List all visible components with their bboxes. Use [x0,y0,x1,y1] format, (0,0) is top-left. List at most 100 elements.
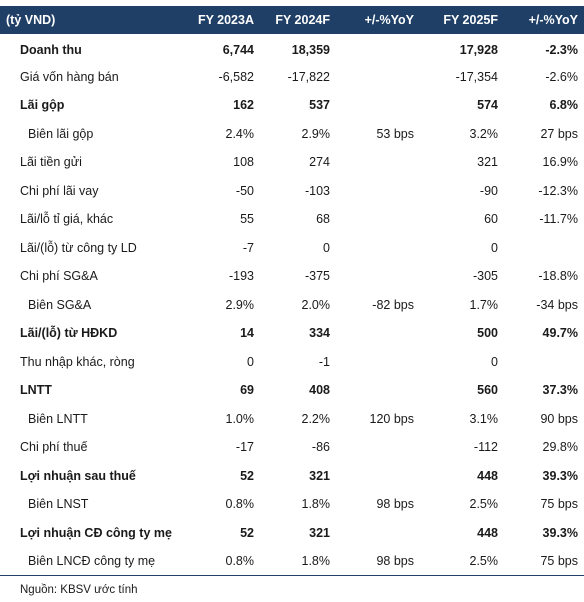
cell-fy2023a: 55 [240,212,254,227]
row-label: Lợi nhuận sau thuế [20,468,136,483]
header-col-yoy-2024: +/-%YoY [364,13,414,27]
table-row: Chi phí SG&A -193 -375 -305 -18.8% [0,262,584,291]
cell-fy2023a: 0.8% [225,497,255,512]
cell-fy2025f: 321 [477,155,498,170]
table-row: Lợi nhuận sau thuế 52 321 448 39.3% [0,462,584,491]
cell-fy2025f: 2.5% [469,554,499,568]
cell-yoy-2025 [504,234,584,263]
table-row: Lãi gộp 162 537 574 6.8% [0,91,584,120]
cell-yoy-2024 [336,63,420,92]
row-label: Lãi tiền gửi [20,155,82,170]
cell-fy2025f: 0 [491,240,498,255]
cell-fy2024f: 2.9% [301,126,331,141]
row-label: Biên LNST [28,497,89,512]
cell-yoy-2024 [336,319,420,348]
row-label: Biên LNCĐ công ty mẹ [28,554,156,568]
cell-fy2023a: -7 [242,240,254,255]
cell-fy2024f: 0 [323,240,330,255]
cell-fy2023a: 0 [247,354,254,369]
cell-yoy-2024 [336,234,420,263]
table-row: Biên LNST 0.8% 1.8% 98 bps 2.5% 75 bps [0,490,584,519]
cell-fy2024f: 321 [309,525,330,540]
cell-yoy-2025 [504,348,584,377]
table-body: Doanh thu 6,744 18,359 17,928 -2.3% Giá vốn h… [0,34,584,576]
cell-yoy-2025: 16.9% [542,155,578,170]
cell-yoy-2025: 39.3% [542,468,578,483]
cell-fy2024f: 274 [309,155,330,170]
cell-fy2023a: 14 [240,326,254,341]
table-row: Lãi/(lỗ) từ công ty LD -7 0 0 [0,234,584,263]
header-col-fy2023a: FY 2023A [197,13,254,27]
cell-fy2023a: 1.0% [225,411,255,426]
cell-yoy-2025: -2.3% [545,43,578,58]
cell-fy2025f: 60 [484,212,498,227]
header-row: (tỷ VND) FY 2023A FY 2024F +/-%YoY FY 20… [0,6,584,34]
cell-yoy-2024 [336,262,420,291]
table-row: Biên LNCĐ công ty mẹ 0.8% 1.8% 98 bps 2.5% 75… [0,547,584,576]
cell-yoy-2024 [336,462,420,491]
cell-fy2023a: 52 [240,468,254,483]
cell-fy2024f: -375 [304,269,330,284]
cell-fy2023a: 162 [233,98,254,113]
cell-fy2023a: 6,744 [222,43,254,58]
source-note: Nguồn: KBSV ước tính [20,584,138,596]
cell-fy2024f: 321 [309,468,330,483]
cell-yoy-2024: 53 bps [376,126,414,141]
cell-yoy-2024 [336,433,420,462]
cell-yoy-2025: 27 bps [540,126,578,141]
header-col-fy2024f: FY 2024F [275,13,330,27]
table-row: Biên lãi gộp 2.4% 2.9% 53 bps 3.2% 27 bps [0,120,584,149]
header-col-yoy-2025: +/-%YoY [528,13,578,27]
cell-yoy-2024 [336,376,420,405]
row-label: Thu nhập khác, ròng [20,354,135,369]
table-row: Lãi tiền gửi 108 274 321 16.9% [0,148,584,177]
cell-fy2024f: 2.2% [301,411,331,426]
table-row: LNTT 69 408 560 37.3% [0,376,584,405]
cell-yoy-2024 [336,91,420,120]
row-label: Biên lãi gộp [28,126,94,141]
row-label: Lãi/(lỗ) từ HĐKD [20,326,118,341]
cell-fy2024f: 1.8% [301,497,331,512]
cell-yoy-2025: -18.8% [538,269,578,284]
header-unit: (tỷ VND) [6,13,56,27]
row-label: LNTT [20,383,52,398]
cell-fy2024f: 68 [316,212,330,227]
row-label: Lợi nhuận CĐ công ty mẹ [20,525,172,540]
cell-yoy-2025: 39.3% [542,525,578,540]
cell-fy2023a: 52 [240,525,254,540]
cell-yoy-2024 [336,34,420,63]
table-row: Biên LNTT 1.0% 2.2% 120 bps 3.1% 90 bps [0,405,584,434]
cell-fy2023a: 108 [233,155,254,170]
cell-fy2023a: -17 [235,440,254,455]
cell-fy2024f: -17,822 [287,69,330,84]
table-row: Chi phí lãi vay -50 -103 -90 -12.3% [0,177,584,206]
cell-fy2024f: -103 [304,183,330,198]
cell-fy2025f: -112 [473,440,498,455]
cell-fy2024f: 18,359 [291,43,330,58]
cell-yoy-2025: -34 bps [536,297,578,312]
row-label: Lãi gộp [20,98,65,113]
cell-yoy-2025: -12.3% [538,183,578,198]
table-header: (tỷ VND) FY 2023A FY 2024F +/-%YoY FY 20… [0,6,584,34]
row-label: Biên LNTT [28,411,88,426]
cell-fy2024f: 408 [309,383,330,398]
cell-fy2025f: -305 [472,269,498,284]
cell-fy2025f: 2.5% [469,497,499,512]
row-label: Lãi/lỗ tỉ giá, khác [20,212,114,227]
cell-yoy-2025: 75 bps [540,554,578,568]
cell-fy2023a: 2.4% [225,126,255,141]
cell-yoy-2025: 6.8% [549,98,579,113]
table-row: Giá vốn hàng bán -6,582 -17,822 -17,354 -2.6… [0,63,584,92]
cell-yoy-2024 [336,519,420,548]
cell-yoy-2025: -11.7% [539,212,578,227]
cell-fy2025f: 1.7% [469,297,499,312]
row-label: Doanh thu [20,43,82,58]
cell-yoy-2025: 29.8% [542,440,578,455]
cell-fy2024f: -1 [318,354,330,369]
cell-fy2025f: 448 [477,525,498,540]
cell-yoy-2024 [336,148,420,177]
table-row: Biên SG&A 2.9% 2.0% -82 bps 1.7% -34 bps [0,291,584,320]
table-row: Lợi nhuận CĐ công ty mẹ 52 321 448 39.3% [0,519,584,548]
cell-fy2023a: -193 [228,269,254,284]
cell-fy2024f: 1.8% [301,554,331,568]
